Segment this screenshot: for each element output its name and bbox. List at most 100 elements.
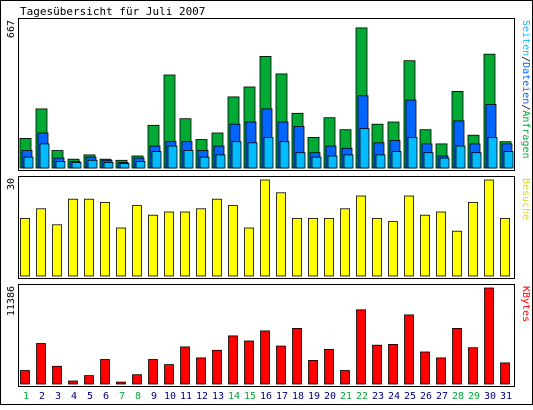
kbytes-bar-kbytes-day-18 [292,327,302,385]
traffic-legend-item-4: Anfragen [520,110,531,158]
chart-panels: 667 Seiten/Dateien/Anfragen 30 Besuche 11386… [6,18,531,387]
x-tick-label-day-2: 2 [39,391,45,402]
x-tick-label-day-21: 21 [340,391,352,402]
traffic-bar-seiten-day-25 [407,136,418,169]
traffic-legend-item-3: / [520,104,531,110]
traffic-panel: 667 Seiten/Dateien/Anfragen [6,18,531,171]
traffic-bar-seiten-day-3 [55,160,66,169]
x-tick-label-day-6: 6 [103,391,109,402]
visits-bar-besuche-day-11 [180,211,190,277]
kbytes-bar-kbytes-day-21 [340,370,350,385]
visits-bar-besuche-day-5 [84,198,94,277]
x-tick-label-day-13: 13 [212,391,224,402]
x-tick-label-day-30: 30 [484,391,496,402]
traffic-legend-item-2: Dateien [520,62,531,104]
traffic-bar-seiten-day-22 [359,128,370,169]
visits-bar-besuche-day-21 [340,208,350,277]
visits-bar-besuche-day-30 [484,179,494,277]
visits-bar-besuche-day-15 [244,227,254,277]
x-tick-label-day-29: 29 [468,391,480,402]
visits-bar-besuche-day-12 [196,208,206,277]
visits-bar-besuche-day-13 [212,198,222,277]
kbytes-ymax-label: 11386 [6,286,17,316]
traffic-bar-seiten-day-28 [455,145,466,169]
traffic-bar-seiten-day-5 [87,159,98,169]
visits-bars [20,179,510,277]
kbytes-bar-kbytes-day-22 [356,309,366,385]
x-tick-label-day-4: 4 [71,391,77,402]
traffic-bar-seiten-day-4 [71,162,82,169]
kbytes-bar-kbytes-day-11 [180,346,190,385]
traffic-legend-item-0: Seiten [520,20,531,56]
traffic-legend-item-1: / [520,56,531,62]
traffic-bar-seiten-day-17 [279,141,290,169]
visits-bar-besuche-day-24 [388,221,398,277]
kbytes-bar-kbytes-day-10 [164,364,174,385]
kbytes-legend-item-0: KBytes [520,286,531,322]
traffic-bar-seiten-day-24 [391,151,402,169]
traffic-bar-seiten-day-9 [151,151,162,169]
kbytes-bar-kbytes-day-25 [404,314,414,385]
x-axis-day-labels: 1 2 3 4 5 6 7 8 9 10 11 12 13 14 15 16 17 18 19 20 21 22 23 24 2… [23,391,512,402]
x-tick-label-day-16: 16 [260,391,272,402]
x-tick-label-day-18: 18 [292,391,304,402]
x-tick-label-day-19: 19 [308,391,320,402]
traffic-bar-seiten-day-13 [215,154,226,169]
kbytes-bar-kbytes-day-15 [244,340,254,385]
traffic-bar-seiten-day-31 [503,151,514,169]
x-tick-label-day-20: 20 [324,391,336,402]
visits-bar-besuche-day-9 [148,214,158,277]
kbytes-bar-kbytes-day-3 [52,365,62,385]
kbytes-bar-kbytes-day-5 [84,375,94,385]
x-tick-label-day-9: 9 [151,391,157,402]
x-tick-label-day-8: 8 [135,391,141,402]
visits-ymax-label: 30 [6,178,17,190]
traffic-bar-seiten-day-19 [311,156,322,169]
traffic-bar-seiten-day-23 [375,154,386,169]
traffic-bar-seiten-day-21 [343,154,354,169]
kbytes-bar-kbytes-day-26 [420,351,430,385]
visits-bar-besuche-day-19 [308,217,318,277]
kbytes-bar-kbytes-day-29 [468,347,478,385]
visits-bar-besuche-day-29 [468,201,478,277]
traffic-bar-seiten-day-7 [119,163,130,169]
visits-bar-besuche-day-14 [228,205,238,277]
visits-bar-besuche-day-4 [68,198,78,277]
traffic-bar-seiten-day-14 [231,141,242,169]
visits-bar-besuche-day-22 [356,195,366,277]
traffic-bar-seiten-day-26 [423,152,434,169]
visits-bar-besuche-day-1 [20,217,30,277]
visits-bar-besuche-day-8 [132,205,142,277]
visits-bar-besuche-day-6 [100,201,110,277]
kbytes-bars [20,287,510,385]
x-tick-label-day-24: 24 [388,391,400,402]
kbytes-legend: KBytes [520,286,531,322]
traffic-bar-seiten-day-16 [263,136,274,169]
x-tick-label-day-31: 31 [500,391,512,402]
kbytes-bar-kbytes-day-17 [276,345,286,385]
kbytes-bar-kbytes-day-19 [308,359,318,385]
kbytes-panel: 11386 KBytes [6,284,531,387]
traffic-bars [19,27,514,169]
traffic-bar-seiten-day-18 [295,152,306,169]
traffic-legend: Seiten/Dateien/Anfragen [520,20,531,159]
x-tick-label-day-14: 14 [228,391,240,402]
visits-bar-besuche-day-31 [500,217,510,277]
kbytes-bar-kbytes-day-23 [372,344,382,385]
x-tick-label-day-26: 26 [420,391,432,402]
kbytes-bar-kbytes-day-27 [436,357,446,385]
kbytes-bar-kbytes-day-20 [324,348,334,385]
x-tick-label-day-27: 27 [436,391,448,402]
kbytes-bar-kbytes-day-16 [260,330,270,385]
traffic-bar-seiten-day-12 [199,156,210,169]
visits-legend-item-0: Besuche [520,178,531,220]
visits-panel: 30 Besuche [6,176,531,279]
kbytes-bar-kbytes-day-30 [484,287,494,385]
kbytes-bar-kbytes-day-24 [388,343,398,385]
kbytes-bar-kbytes-day-8 [132,374,142,385]
chart-title: Tagesübersicht für Juli 2007 [20,5,205,18]
traffic-bar-seiten-day-8 [135,160,146,169]
traffic-bar-seiten-day-20 [327,155,338,169]
kbytes-bar-kbytes-day-6 [100,359,110,385]
